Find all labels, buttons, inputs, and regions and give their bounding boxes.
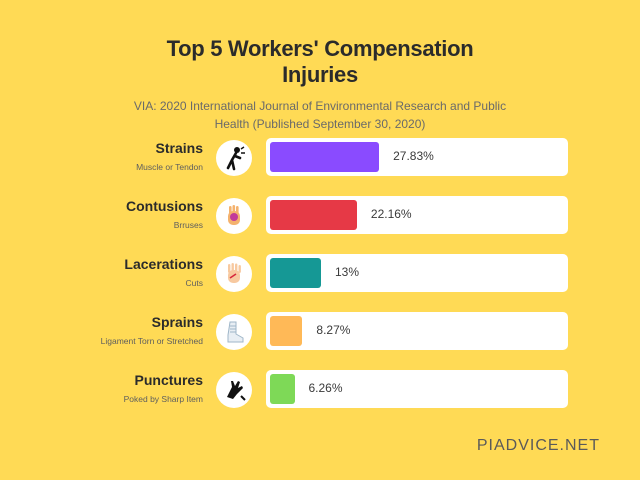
category-label: Lacerations bbox=[124, 256, 203, 272]
category-sublabel: Cuts bbox=[185, 278, 203, 288]
chart-title-line1: Top 5 Workers' Compensation bbox=[166, 36, 474, 61]
bar-row-sprains: Sprains Ligament Torn or Stretched 8.27% bbox=[0, 312, 640, 352]
category-sublabel: Ligament Torn or Stretched bbox=[100, 336, 203, 346]
chart-subtitle: VIA: 2020 International Journal of Envir… bbox=[120, 97, 520, 133]
bar-contusions bbox=[270, 200, 357, 230]
subtitle-line2: Health (Published September 30, 2020) bbox=[214, 117, 426, 131]
bar-track: 27.83% bbox=[266, 138, 568, 176]
footer-site-name: PIADVICE.NET bbox=[476, 437, 600, 454]
bruised-hand-icon bbox=[216, 198, 252, 234]
sprained-ankle-icon bbox=[216, 314, 252, 350]
category-label: Punctures bbox=[134, 372, 203, 388]
bar-track: 8.27% bbox=[266, 312, 568, 350]
data-label: 22.16% bbox=[370, 207, 412, 221]
subtitle-line1: VIA: 2020 International Journal of Envir… bbox=[133, 99, 507, 113]
category-label: Strains bbox=[155, 140, 203, 156]
bar-track: 13% bbox=[266, 254, 568, 292]
punctured-hand-icon bbox=[216, 372, 252, 408]
data-label: 8.27% bbox=[316, 323, 351, 337]
data-label: 13% bbox=[335, 265, 360, 279]
bar-track: 22.16% bbox=[266, 196, 568, 234]
bar-row-punctures: Punctures Poked by Sharp Item 6.26% bbox=[0, 370, 640, 410]
bar-row-lacerations: Lacerations Cuts 13% bbox=[0, 254, 640, 294]
bar-punctures bbox=[270, 374, 295, 404]
strained-back-icon bbox=[216, 140, 252, 176]
category-sublabel: Poked by Sharp Item bbox=[123, 394, 203, 404]
category-label: Contusions bbox=[126, 198, 203, 214]
bar-row-strains: Strains Muscle or Tendon 27.83% bbox=[0, 138, 640, 178]
data-label: 6.26% bbox=[308, 381, 343, 395]
bar-track: 6.26% bbox=[266, 370, 568, 408]
bar-lacerations bbox=[270, 258, 321, 288]
category-sublabel: Brruses bbox=[173, 220, 203, 230]
category-sublabel: Muscle or Tendon bbox=[136, 162, 203, 172]
category-label: Sprains bbox=[151, 314, 203, 330]
cut-hand-icon bbox=[216, 256, 252, 292]
data-label: 27.83% bbox=[393, 149, 434, 163]
bar-strains bbox=[270, 142, 380, 172]
chart-title-line2: Injuries bbox=[282, 62, 358, 87]
bar-sprains bbox=[270, 316, 303, 346]
bar-row-contusions: Contusions Brruses 22.16% bbox=[0, 196, 640, 236]
chart-title: Top 5 Workers' Compensation Injuries bbox=[0, 36, 640, 88]
